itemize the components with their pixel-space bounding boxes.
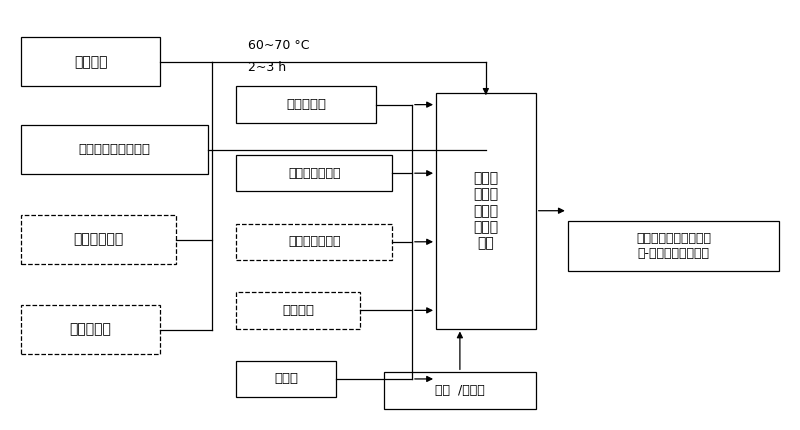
Text: 羟基硅油: 羟基硅油 — [74, 55, 107, 69]
Text: 甲基丙烯酸甲酯: 甲基丙烯酸甲酯 — [288, 167, 340, 180]
Bar — [236, 155, 392, 191]
Text: 含羟基丙烯酸酯: 含羟基丙烯酸酯 — [288, 235, 340, 248]
Text: 端羟基聚氧乙烯基醚: 端羟基聚氧乙烯基醚 — [78, 143, 150, 156]
Text: 丁酮／环己酮: 丁酮／环己酮 — [74, 233, 124, 247]
Bar — [236, 361, 336, 397]
Text: 60~70 °C: 60~70 °C — [248, 39, 310, 52]
Text: 对甲苯磺酸: 对甲苯磺酸 — [70, 322, 111, 337]
Bar — [21, 215, 176, 264]
Text: 引发剂: 引发剂 — [274, 372, 298, 385]
Bar — [236, 292, 360, 329]
Bar — [21, 125, 208, 174]
Bar — [21, 305, 161, 354]
Bar — [568, 221, 779, 271]
Text: 2~3 h: 2~3 h — [248, 61, 286, 74]
Bar — [21, 37, 161, 86]
Bar — [236, 86, 376, 123]
Bar — [384, 372, 536, 409]
Text: 丁酮  /环己酮: 丁酮 /环己酮 — [435, 384, 485, 397]
Text: 含聚氧乙烯基醚的有机
硅-丙烯酸酯树脂溶液: 含聚氧乙烯基醚的有机 硅-丙烯酸酯树脂溶液 — [636, 232, 711, 260]
Text: 丙烯酸丁酯: 丙烯酸丁酯 — [286, 98, 326, 111]
Text: 功能单体: 功能单体 — [282, 304, 314, 317]
Text: 硅基含
油醚聚
溶的氧
液羟乙
基烯: 硅基含 油醚聚 溶的氧 液羟乙 基烯 — [474, 171, 498, 250]
Bar — [436, 93, 536, 329]
Bar — [236, 224, 392, 260]
